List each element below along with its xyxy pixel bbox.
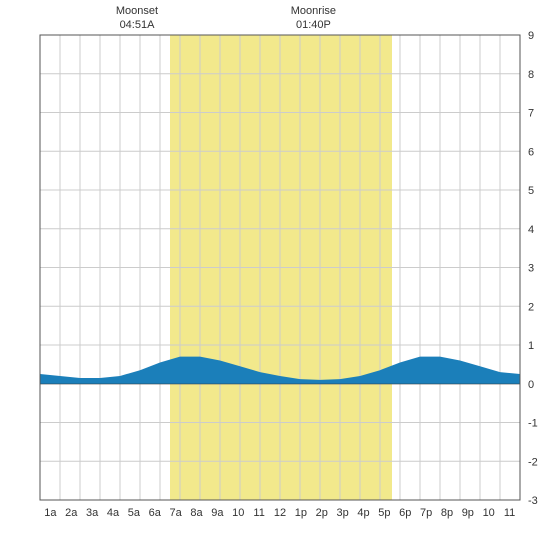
x-tick-label: 1a (44, 507, 57, 519)
x-tick-label: 9a (211, 507, 224, 519)
x-tick-label: 6a (149, 507, 162, 519)
moonrise-label: Moonrise (291, 5, 336, 17)
moonrise-time: 01:40P (296, 19, 331, 31)
y-tick-label: 2 (528, 301, 534, 313)
x-tick-label: 10 (483, 507, 495, 519)
x-tick-label: 11 (504, 507, 515, 519)
y-tick-label: 9 (528, 30, 534, 42)
x-tick-label: 12 (274, 507, 286, 519)
y-tick-label: 6 (528, 146, 534, 158)
x-tick-label: 2a (65, 507, 78, 519)
y-tick-label: 0 (528, 379, 534, 391)
y-tick-label: 7 (528, 108, 534, 120)
x-tick-label: 7a (170, 507, 183, 519)
tide-chart: -3-2-101234567891a2a3a4a5a6a7a8a9a101112… (0, 0, 550, 550)
y-tick-label: 5 (528, 185, 534, 197)
y-tick-label: 8 (528, 69, 534, 81)
moonset-label: Moonset (116, 5, 158, 17)
x-tick-label: 3p (336, 507, 348, 519)
chart-svg: -3-2-101234567891a2a3a4a5a6a7a8a9a101112… (0, 0, 550, 550)
x-tick-label: 3a (86, 507, 99, 519)
x-tick-label: 10 (232, 507, 244, 519)
x-tick-label: 4a (107, 507, 120, 519)
y-tick-label: 3 (528, 263, 534, 275)
x-tick-label: 1p (295, 507, 307, 519)
x-tick-label: 8p (441, 507, 453, 519)
x-tick-label: 11 (253, 507, 264, 519)
x-tick-label: 9p (462, 507, 474, 519)
x-tick-label: 8a (190, 507, 203, 519)
x-tick-label: 5p (378, 507, 390, 519)
x-tick-label: 2p (316, 507, 328, 519)
y-tick-label: 4 (528, 224, 534, 236)
y-tick-label: 1 (528, 340, 534, 352)
y-tick-label: -3 (528, 495, 538, 507)
x-tick-label: 7p (420, 507, 432, 519)
y-tick-label: -2 (528, 456, 538, 468)
x-tick-label: 5a (128, 507, 141, 519)
x-tick-label: 4p (357, 507, 369, 519)
x-tick-label: 6p (399, 507, 411, 519)
y-tick-label: -1 (528, 418, 538, 430)
moonset-time: 04:51A (120, 19, 156, 31)
